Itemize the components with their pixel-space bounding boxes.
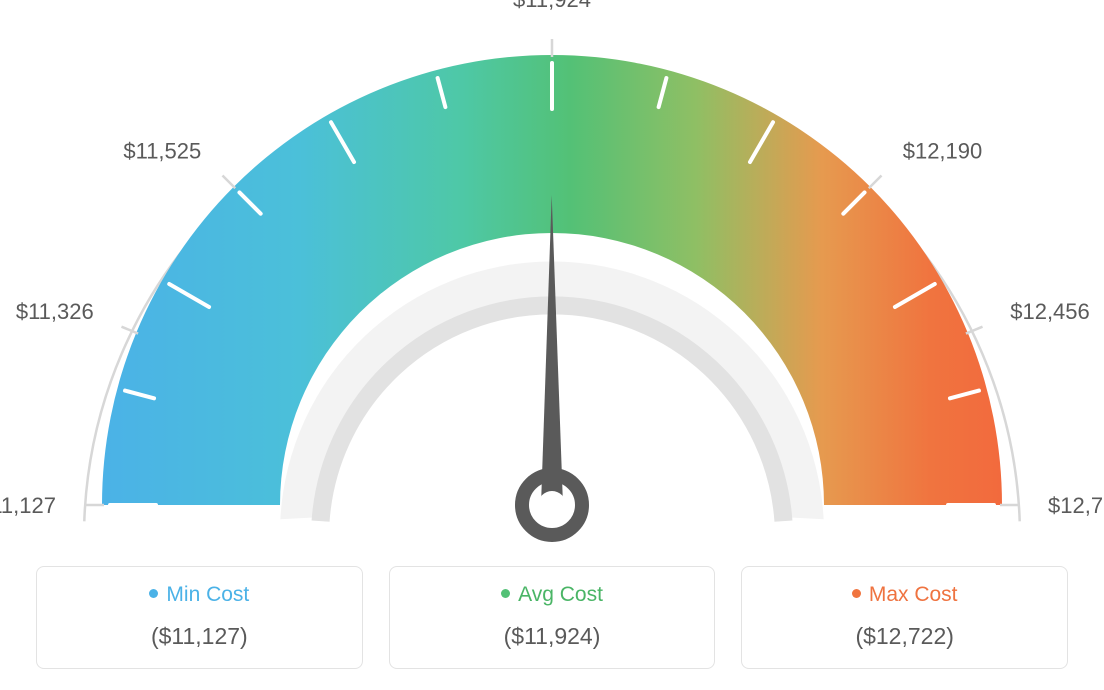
legend-card: Max Cost ($12,722) bbox=[741, 566, 1068, 669]
gauge-tick-label: $11,924 bbox=[513, 0, 591, 12]
legend-dot-icon bbox=[149, 589, 158, 598]
outer-tick bbox=[869, 175, 882, 188]
gauge-tick-label: $12,722 bbox=[1048, 493, 1104, 518]
legend-label-text: Max Cost bbox=[869, 583, 958, 606]
gauge-tick-label: $12,456 bbox=[1010, 299, 1090, 324]
needle-hub-center bbox=[538, 491, 566, 519]
legend-card-value: ($12,722) bbox=[752, 623, 1057, 650]
gauge-needle bbox=[541, 195, 563, 505]
legend-dot-icon bbox=[501, 589, 510, 598]
legend-row: Min Cost ($11,127) Avg Cost ($11,924) Max Co… bbox=[0, 566, 1104, 669]
gauge-tick-label: $11,326 bbox=[16, 299, 94, 324]
legend-card-title: Avg Cost bbox=[501, 583, 603, 607]
legend-card: Min Cost ($11,127) bbox=[36, 566, 363, 669]
legend-dot-icon bbox=[852, 589, 861, 598]
gauge-area: $11,127 $11,326 $11,525 $11,924 $12,190 $12,4… bbox=[0, 0, 1104, 560]
gauge-tick-label: $12,190 bbox=[903, 138, 983, 163]
legend-card: Avg Cost ($11,924) bbox=[389, 566, 716, 669]
legend-card-value: ($11,924) bbox=[400, 623, 705, 650]
gauge-svg: $11,127 $11,326 $11,525 $11,924 $12,190 $12,4… bbox=[0, 0, 1104, 560]
gauge-tick-label: $11,127 bbox=[0, 493, 56, 518]
legend-card-title: Max Cost bbox=[852, 583, 958, 607]
outer-tick bbox=[222, 175, 235, 188]
cost-gauge-chart: $11,127 $11,326 $11,525 $11,924 $12,190 $12,4… bbox=[0, 0, 1104, 690]
legend-card-title: Min Cost bbox=[149, 583, 249, 607]
legend-label-text: Min Cost bbox=[166, 583, 249, 606]
legend-card-value: ($11,127) bbox=[47, 623, 352, 650]
outer-tick bbox=[966, 327, 983, 334]
outer-tick bbox=[121, 327, 138, 334]
gauge-tick-label: $11,525 bbox=[123, 138, 201, 163]
legend-label-text: Avg Cost bbox=[518, 583, 603, 606]
